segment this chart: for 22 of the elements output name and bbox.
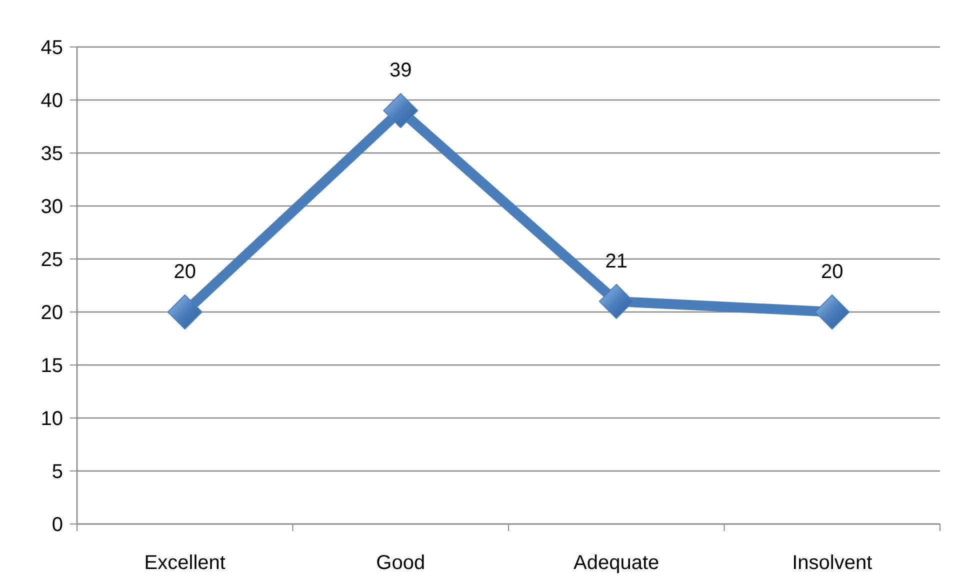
- y-tick-label: 40: [40, 90, 63, 112]
- y-tick-label: 35: [40, 143, 63, 165]
- x-tick-label: Excellent: [144, 552, 226, 574]
- point: [383, 93, 418, 128]
- point: [598, 284, 634, 319]
- y-tick-label: 20: [40, 302, 63, 324]
- x-tick-label: Good: [376, 552, 426, 574]
- x-tick-label: Adequate: [574, 552, 660, 574]
- y-tick-label: 5: [52, 461, 63, 483]
- data-label: 20: [174, 261, 196, 283]
- point: [814, 294, 850, 330]
- y-tick-label: 10: [40, 408, 63, 430]
- y-tick-label: 15: [40, 355, 63, 377]
- x-tick-label: Insolvent: [792, 552, 873, 574]
- data-label: 21: [605, 250, 628, 272]
- data-label: 20: [821, 261, 844, 283]
- y-tick-label: 45: [40, 37, 63, 59]
- point: [167, 294, 202, 330]
- data-label: 39: [390, 60, 412, 82]
- y-tick-label: 30: [40, 196, 63, 218]
- y-tick-label: 25: [40, 249, 63, 271]
- y-tick-label: 0: [52, 514, 63, 536]
